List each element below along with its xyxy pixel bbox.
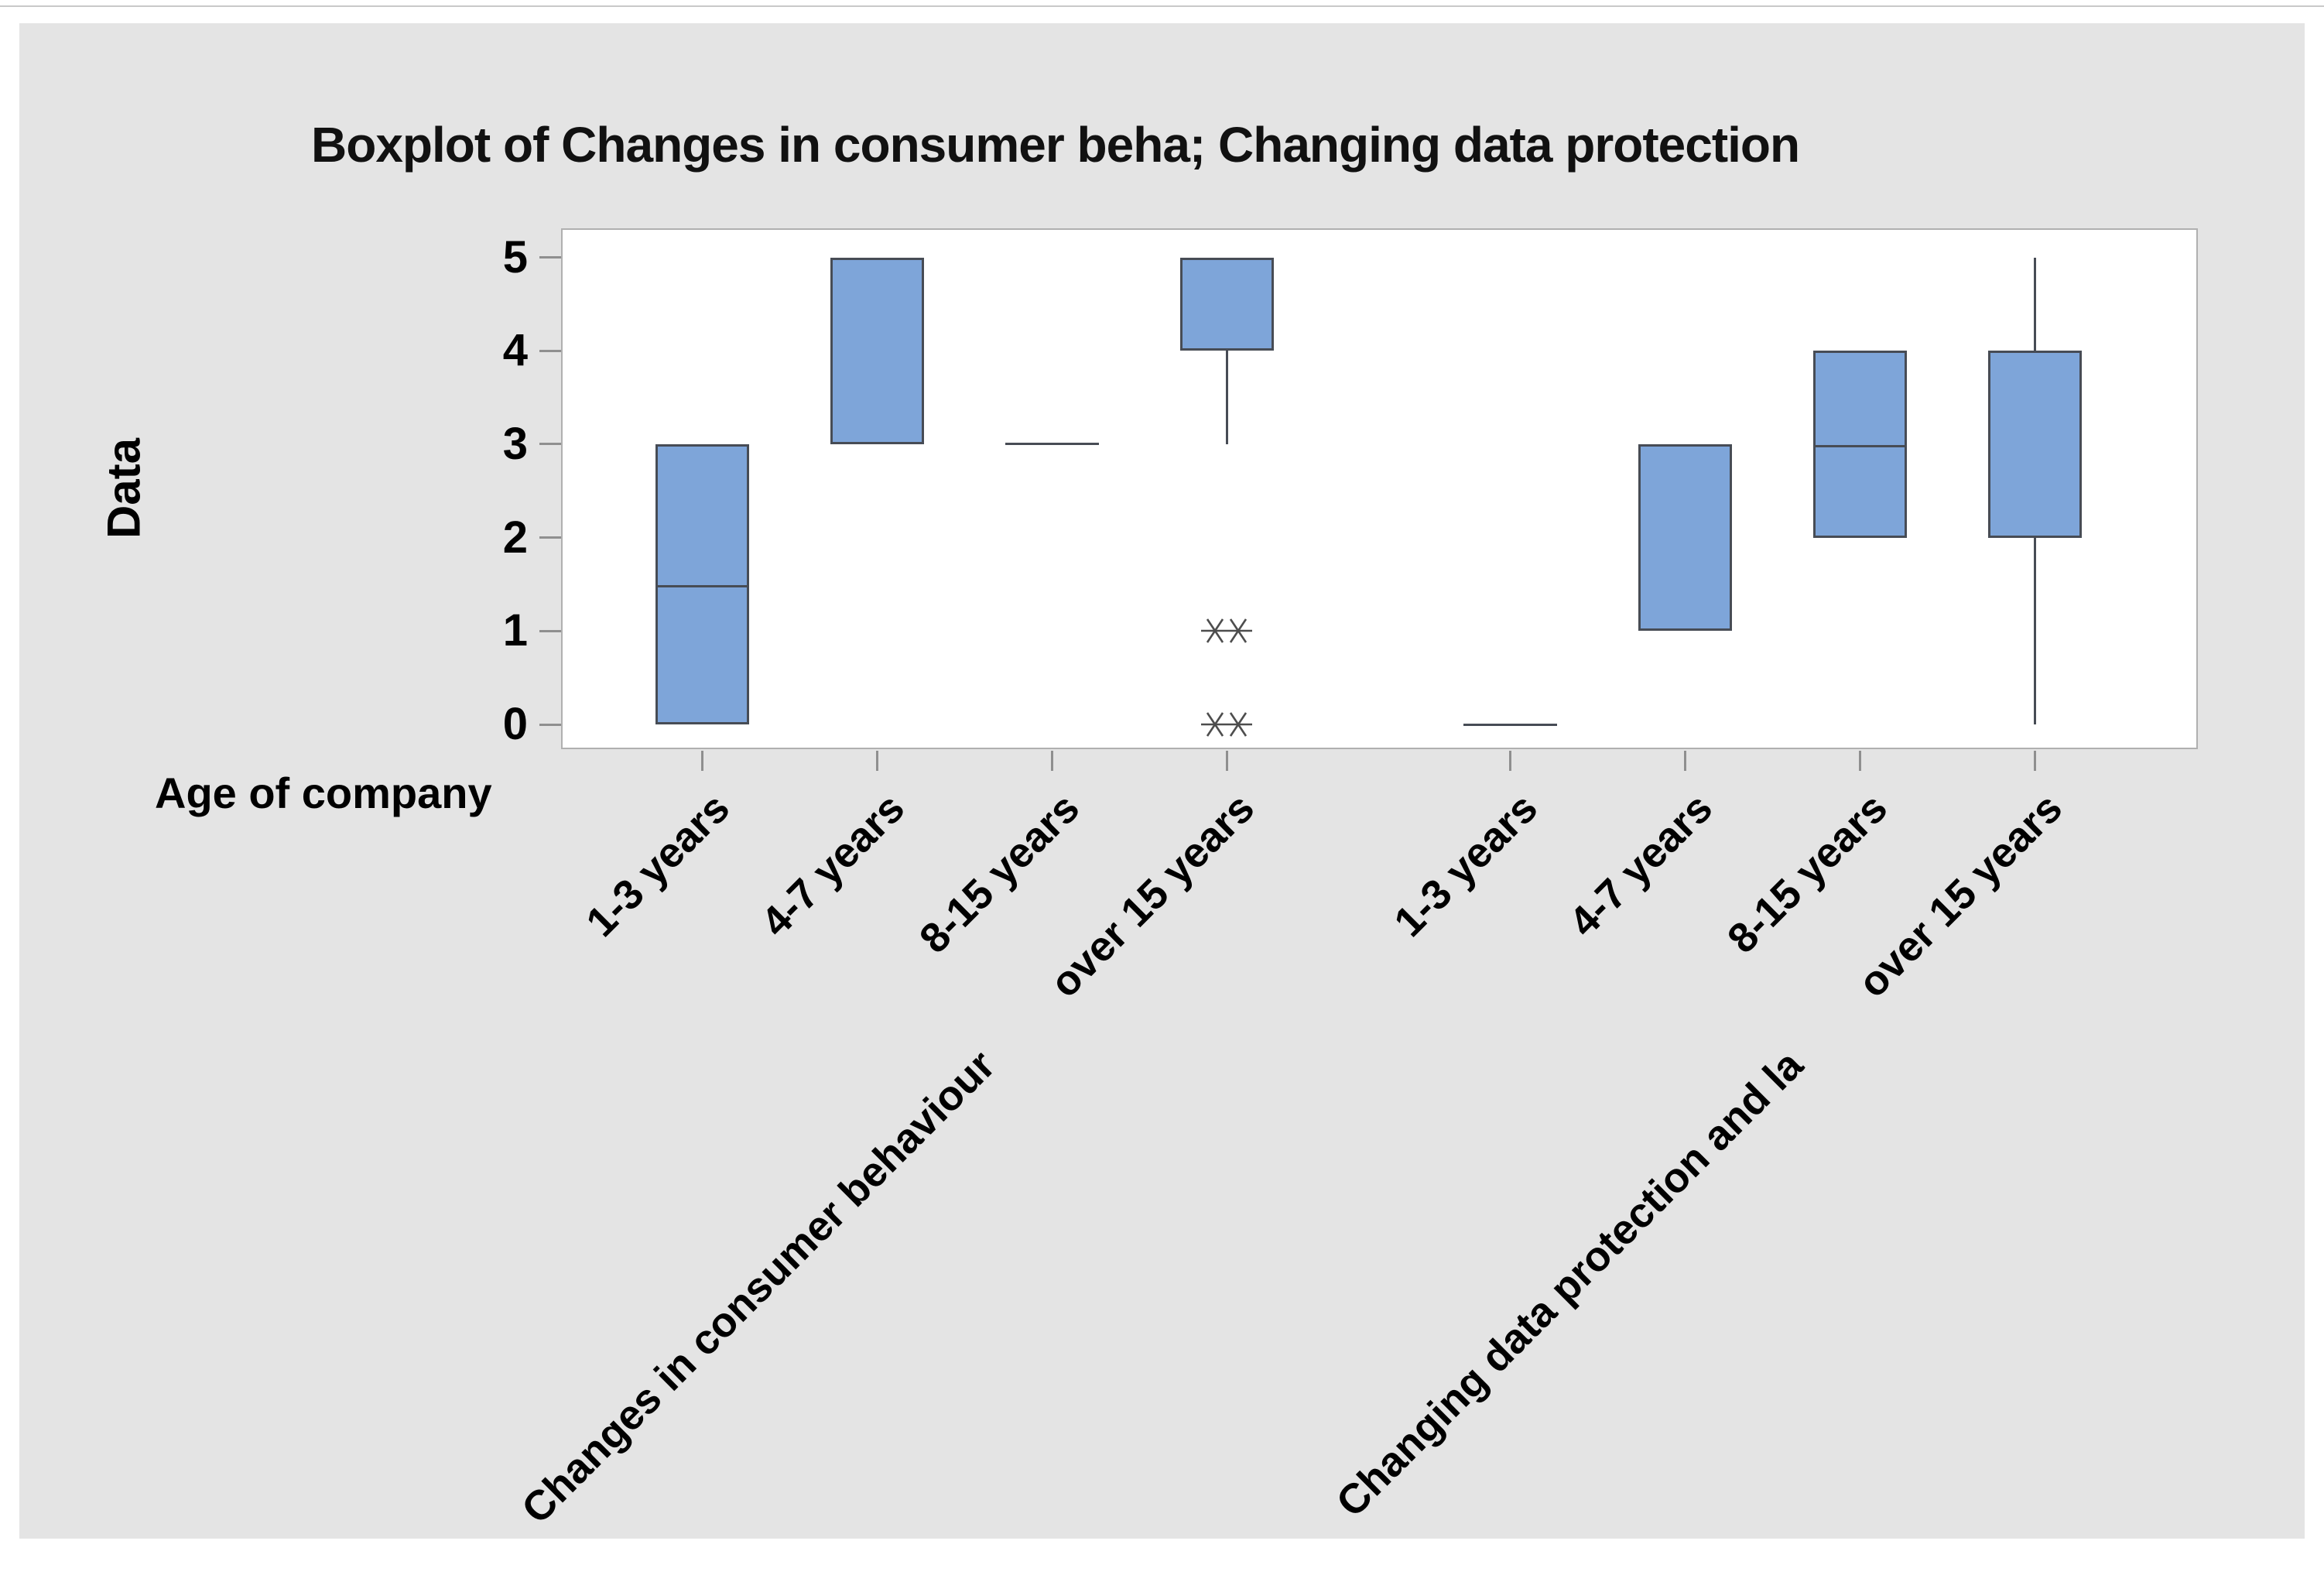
x-tick-mark [1508,751,1511,771]
iqr-box [1638,443,1732,632]
y-axis-label: Data [98,437,150,539]
plot-area [561,228,2198,749]
iqr-box [1812,351,1907,538]
x-tick-mark [1225,751,1228,771]
median-line [1815,445,1905,448]
whisker-lower [2033,537,2036,724]
x-tick-mark [2033,751,2036,771]
box-degenerate [1463,723,1557,726]
x-tick-mark [700,751,703,771]
y-tick-mark [539,256,561,259]
y-tick-label: 2 [502,512,528,563]
y-tick-mark [539,349,561,352]
outlier-markers [1200,706,1254,743]
median-line [657,585,747,588]
x-tick-mark [875,751,878,771]
box-degenerate [1005,443,1099,446]
y-tick-label: 0 [502,699,528,749]
y-tick-mark [539,723,561,726]
y-tick-label: 5 [502,231,528,282]
x-tick-mark [1683,751,1686,771]
iqr-box [830,257,924,444]
asterisk-outlier-icon [1201,618,1252,644]
y-tick-mark [539,443,561,446]
window-top-border [0,5,2324,7]
whisker-lower [1225,351,1228,444]
x-tick-mark [1050,751,1053,771]
chart-title: Boxplot of Changes in consumer beha; Cha… [311,117,1800,173]
y-tick-label: 4 [502,325,528,376]
y-tick-mark [539,629,561,632]
outlier-markers [1200,612,1254,649]
y-tick-label: 1 [502,605,528,656]
asterisk-outlier-icon [1201,712,1252,737]
iqr-box [655,443,749,724]
iqr-box [1987,351,2082,538]
x-axis-label: Age of company [155,769,492,817]
x-tick-mark [1858,751,1861,771]
y-tick-label: 3 [502,418,528,469]
y-tick-mark [539,536,561,539]
whisker-upper [2033,257,2036,351]
iqr-box [1179,257,1274,351]
